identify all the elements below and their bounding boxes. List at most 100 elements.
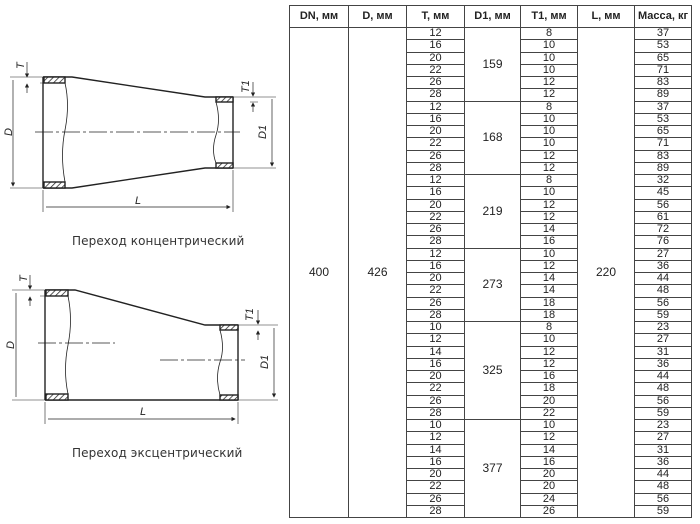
cell-mass: 71	[634, 137, 692, 151]
label-D1: D1	[257, 125, 269, 139]
cell-t1: 14	[520, 443, 578, 457]
cell-t: 28	[406, 308, 465, 323]
cell-t: 14	[406, 443, 465, 457]
cell-t: 12	[406, 173, 465, 188]
cell-mass: 56	[634, 198, 692, 212]
cell-mass: 89	[634, 88, 692, 102]
cell-t: 16	[406, 39, 465, 53]
table-row: 16 10 45	[290, 186, 692, 200]
cell-t1: 10	[520, 51, 578, 65]
table-header-row: DN, мм D, мм T, мм D1, мм T1, мм L, мм М…	[289, 5, 692, 28]
table-row: 22 12 61	[290, 210, 692, 225]
concentric-caption: Переход концентрический	[72, 234, 245, 248]
table-row: 28 12 89	[290, 161, 692, 176]
cell-t1: 16	[520, 455, 578, 470]
cell-t1: 14	[520, 222, 578, 237]
cell-t: 28	[406, 161, 465, 176]
label-T1: T1	[244, 308, 256, 321]
cell-t1: 14	[520, 284, 578, 298]
cell-mass: 23	[634, 418, 692, 433]
cell-t: 20	[406, 198, 465, 212]
cell-t1: 10	[520, 186, 578, 200]
cell-t1: 20	[520, 480, 578, 494]
cell-t1: 12	[520, 149, 578, 163]
cell-t: 28	[406, 504, 465, 519]
cell-t1: 26	[520, 504, 578, 519]
cell-t1: 12	[520, 88, 578, 102]
cell-l: 220	[577, 27, 635, 518]
cell-t1: 12	[520, 431, 578, 445]
cell-t: 12	[406, 247, 465, 261]
cell-t: 16	[406, 186, 465, 200]
cell-mass: 48	[634, 382, 692, 396]
label-D1: D1	[259, 355, 271, 369]
cell-d: 426	[348, 27, 407, 518]
table-row: 16 12 36	[290, 259, 692, 274]
cell-t: 26	[406, 394, 465, 408]
table-row: 20 14 44	[290, 271, 692, 286]
cell-t: 16	[406, 259, 465, 274]
cell-t: 12	[406, 333, 465, 347]
cell-d1: 159	[464, 27, 521, 102]
label-L: L	[135, 195, 141, 207]
cell-d1: 273	[464, 247, 521, 322]
cell-t: 16	[406, 357, 465, 372]
cell-t1: 12	[520, 75, 578, 90]
cell-mass: 44	[634, 369, 692, 384]
cell-t: 16	[406, 455, 465, 470]
table-row: 12 168 8 37	[290, 100, 692, 175]
header-dn: DN, мм	[289, 5, 349, 28]
cell-mass: 89	[634, 161, 692, 176]
cell-mass: 59	[634, 406, 692, 421]
cell-mass: 71	[634, 63, 692, 78]
cell-t: 28	[406, 235, 465, 249]
header-d1: D1, мм	[464, 5, 521, 28]
cell-t: 26	[406, 492, 465, 506]
label-D: D	[5, 341, 17, 349]
cell-t: 26	[406, 149, 465, 163]
cell-mass: 53	[634, 112, 692, 127]
cell-mass: 36	[634, 357, 692, 372]
cell-mass: 59	[634, 504, 692, 519]
cell-t1: 18	[520, 308, 578, 323]
cell-t1: 16	[520, 369, 578, 384]
cell-d1: 325	[464, 321, 521, 420]
cell-t1: 10	[520, 418, 578, 433]
label-T: T	[18, 274, 30, 282]
cell-mass: 36	[634, 259, 692, 274]
cell-t: 10	[406, 320, 465, 335]
header-t1: T1, мм	[520, 5, 578, 28]
cell-t1: 18	[520, 296, 578, 310]
cell-t1: 16	[520, 235, 578, 249]
cell-t: 12	[406, 26, 465, 41]
cell-t: 22	[406, 480, 465, 494]
table-row: 14 14 31	[290, 443, 692, 457]
header-d: D, мм	[348, 5, 407, 28]
cell-mass: 48	[634, 284, 692, 298]
table-row: 26 12 83	[290, 75, 692, 90]
table-row: 26 12 83	[290, 149, 692, 163]
cell-t: 12	[406, 100, 465, 114]
table-row: 26 24 56	[290, 492, 692, 506]
cell-t1: 12	[520, 210, 578, 225]
cell-mass: 53	[634, 39, 692, 53]
cell-t1: 12	[520, 357, 578, 372]
cell-mass: 76	[634, 235, 692, 249]
concentric-reducer-drawing	[10, 62, 276, 212]
table-row: 20 10 65	[290, 124, 692, 139]
cell-t: 26	[406, 75, 465, 90]
header-t: T, мм	[406, 5, 465, 28]
table-row: 28 18 59	[290, 308, 692, 323]
cell-t1: 12	[520, 345, 578, 359]
cell-mass: 31	[634, 345, 692, 359]
cell-t1: 20	[520, 467, 578, 482]
cell-t1: 12	[520, 259, 578, 274]
cell-t: 22	[406, 382, 465, 396]
cell-t: 20	[406, 369, 465, 384]
cell-t1: 10	[520, 39, 578, 53]
cell-mass: 83	[634, 75, 692, 90]
table-row: 10 325 8 23	[290, 320, 692, 420]
cell-t: 16	[406, 112, 465, 127]
reducer-spec-table: DN, мм D, мм T, мм D1, мм T1, мм L, мм М…	[289, 5, 692, 519]
header-mass: Масса, кг	[634, 5, 692, 28]
